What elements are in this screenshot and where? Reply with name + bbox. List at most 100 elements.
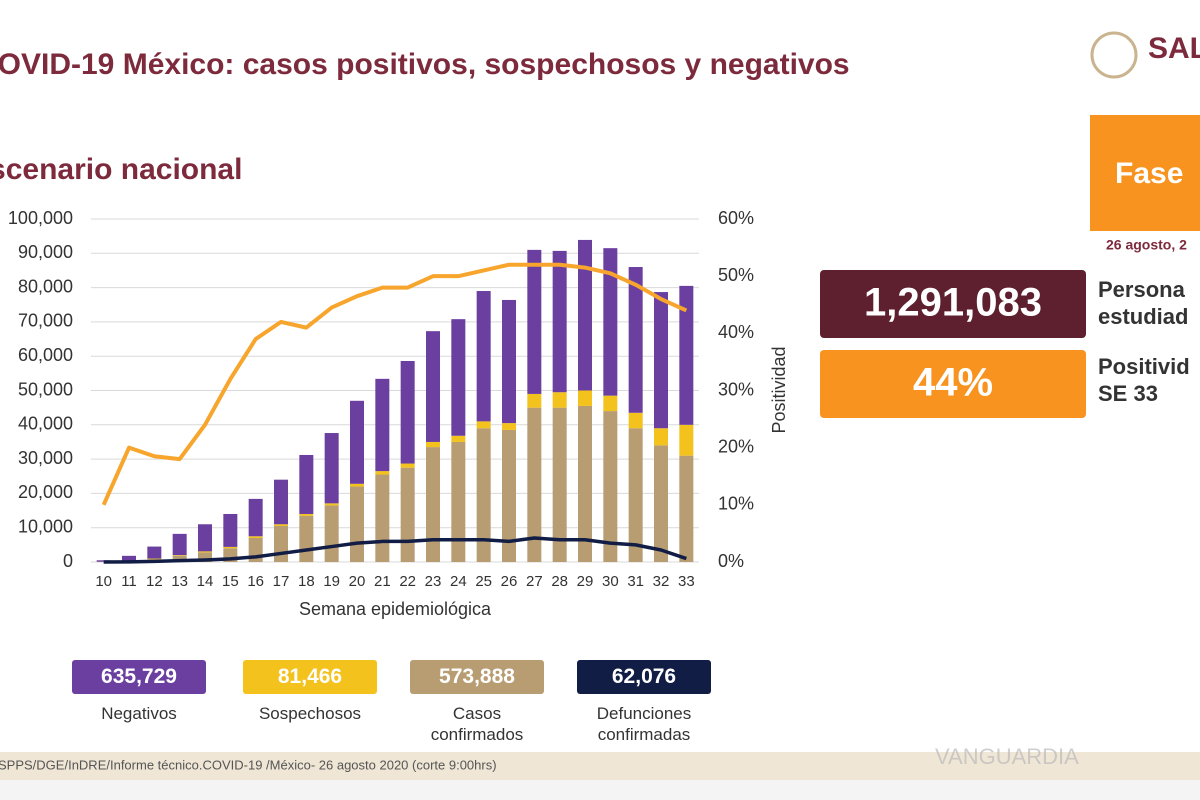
watermark: VANGUARDIA [935, 744, 1079, 769]
bar-segment [223, 546, 238, 549]
y-tick-label: 20,000 [18, 482, 73, 502]
bar-segment [400, 361, 415, 464]
bar-segment [324, 505, 339, 562]
y-tick-label: 70,000 [18, 311, 73, 331]
legend-label: Negativos [101, 704, 177, 723]
bar-segment [679, 285, 694, 425]
bar-segment [375, 378, 390, 472]
bar-segment [527, 249, 542, 394]
y2-tick-label: 0% [718, 551, 744, 571]
bar-segment [426, 441, 440, 448]
bar-segment [274, 524, 288, 526]
bar-segment [324, 503, 339, 506]
x-tick-label: 19 [323, 573, 340, 590]
x-axis-title: Semana epidemiológica [299, 599, 492, 619]
bar-segment [451, 441, 466, 562]
bar-segment [476, 291, 491, 422]
y-tick-label: 50,000 [18, 379, 73, 399]
x-tick-label: 22 [399, 573, 416, 590]
legend-label: Sospechosos [258, 704, 362, 723]
bar-segment [122, 555, 136, 561]
bar-segment [578, 390, 592, 406]
summary-total: 635,729 [72, 660, 206, 694]
bar-segment [172, 533, 187, 556]
bar-segment [400, 463, 415, 468]
stat-value: 1,291,083 [864, 281, 1042, 325]
y2-tick-label: 40% [718, 322, 754, 342]
bar-segment [603, 248, 618, 396]
summary-total: 573,888 [410, 660, 544, 694]
bar-segment [400, 467, 415, 562]
x-tick-label: 29 [577, 573, 594, 590]
bar-segment [527, 393, 542, 408]
y2-tick-label: 10% [718, 494, 754, 514]
x-tick-label: 14 [197, 573, 214, 590]
bar-segment [679, 455, 694, 562]
bar-segment [426, 447, 440, 562]
bar-segment [578, 239, 592, 391]
y-tick-label: 30,000 [18, 448, 73, 468]
x-tick-label: 26 [501, 573, 518, 590]
bar-segment [198, 551, 212, 553]
bar-segment [426, 331, 440, 442]
bar-segment [628, 412, 643, 429]
legend-label: Defunciones confirmadas [596, 704, 692, 744]
bar-segment [628, 428, 643, 562]
x-tick-label: 30 [602, 573, 619, 590]
stat-label: estudiad [1098, 304, 1188, 329]
bar-segment [603, 411, 618, 562]
x-tick-label: 11 [121, 573, 137, 590]
x-tick-label: 25 [475, 573, 492, 590]
x-tick-label: 15 [222, 573, 239, 590]
bar-segment [476, 421, 491, 429]
bar-segment [375, 474, 390, 562]
logo-text: SAL [1148, 32, 1200, 65]
x-tick-label: 13 [171, 573, 188, 590]
bar-segment [679, 424, 694, 456]
phase-text: Fase [1115, 157, 1183, 190]
bar-segment [299, 454, 314, 514]
y-tick-label: 0 [63, 551, 73, 571]
stat-box [820, 270, 1086, 338]
footer-text: SPPS/DGE/InDRE/Informe técnico.COVID-19 … [0, 757, 497, 772]
x-tick-label: 28 [551, 573, 568, 590]
date-text: 26 agosto, 2 [1106, 237, 1187, 253]
x-tick-label: 31 [627, 573, 644, 590]
x-tick-label: 23 [425, 573, 442, 590]
x-tick-label: 32 [653, 573, 670, 590]
x-tick-label: 27 [526, 573, 543, 590]
bar-segment [198, 524, 212, 552]
bar-segment [147, 558, 162, 560]
stat-box [820, 350, 1086, 418]
footer-band [0, 752, 1200, 780]
x-tick-label: 17 [273, 573, 290, 590]
y2-tick-label: 60% [718, 208, 754, 228]
bar-segment [628, 267, 643, 413]
y2-tick-label: 50% [718, 265, 754, 285]
bar-segment [552, 250, 567, 393]
bar-segment [350, 400, 364, 484]
y-tick-label: 80,000 [18, 276, 73, 296]
bar-segment [578, 405, 592, 562]
line-series [103, 536, 687, 564]
bar-segment [274, 525, 288, 562]
bar-segment [299, 515, 314, 562]
bar-segment [654, 428, 668, 446]
bar-segment [502, 299, 516, 424]
y2-tick-label: 20% [718, 436, 754, 456]
slide-title: COVID-19 México: casos positivos, sospec… [0, 48, 850, 81]
bottom-band [0, 780, 1200, 800]
stat-label: Persona [1098, 277, 1186, 302]
bar-segment [502, 429, 516, 562]
x-tick-label: 21 [374, 573, 391, 590]
bar-segment [147, 546, 162, 559]
bar-segment [299, 513, 314, 516]
bar-segment [527, 407, 542, 562]
bar-segment [350, 483, 364, 487]
bar-segment [451, 435, 466, 442]
x-tick-label: 24 [450, 573, 467, 590]
logo-emblem [1090, 31, 1138, 79]
x-tick-label: 20 [349, 573, 366, 590]
stat-value: 44% [913, 361, 993, 405]
